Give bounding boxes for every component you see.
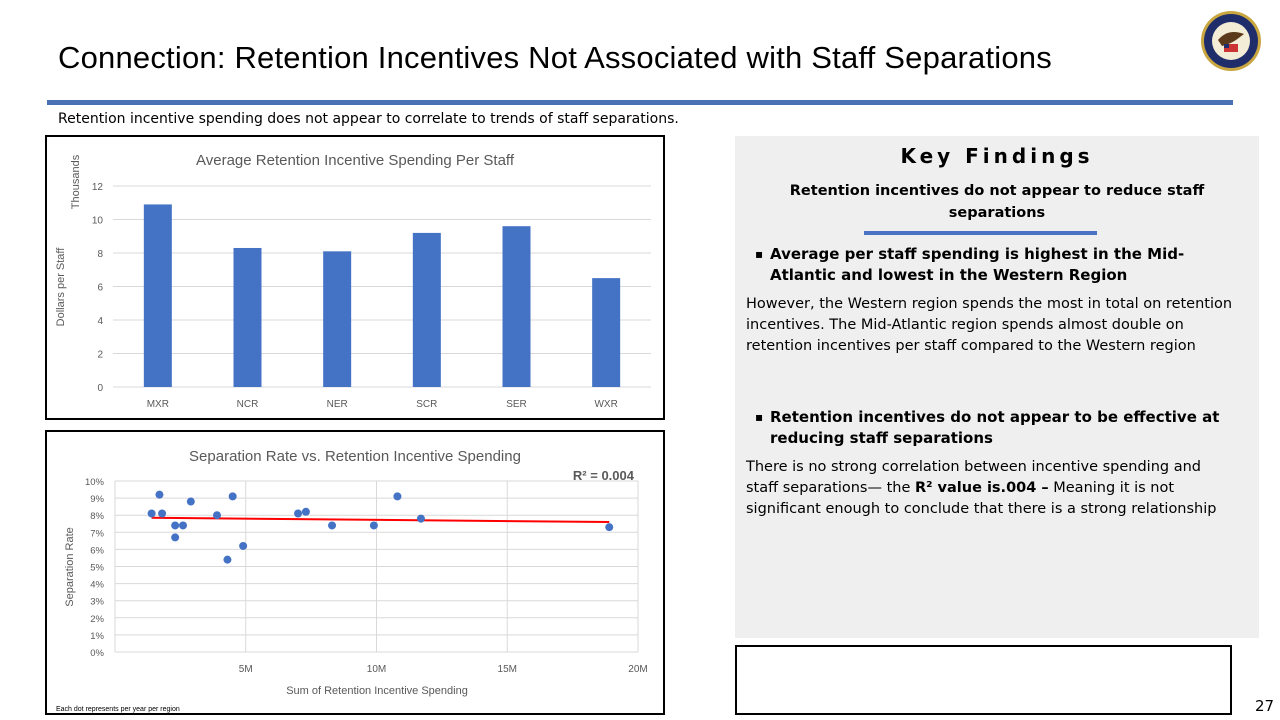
- bar-ncr: [233, 247, 262, 387]
- data-point: [158, 509, 167, 518]
- key-findings-heading: Key Findings: [900, 144, 1094, 168]
- bar-wxr: [592, 278, 621, 387]
- y-tick-label: 1%: [90, 631, 104, 642]
- y-axis-label: Dollars per Staff: [55, 247, 67, 327]
- data-point: [239, 541, 248, 550]
- x-tick-label: 5M: [239, 664, 253, 675]
- bar-mxr: [143, 204, 172, 387]
- x-tick-label: SCR: [416, 399, 437, 410]
- bar-chart: Average Retention Incentive Spending Per…: [45, 135, 665, 420]
- bar-ser: [502, 226, 531, 387]
- data-point: [171, 533, 180, 542]
- slide-title: Connection: Retention Incentives Not Ass…: [58, 40, 1052, 75]
- data-point: [328, 521, 337, 530]
- y-tick-label: 6: [97, 283, 103, 294]
- chart-title: Separation Rate vs. Retention Incentive …: [189, 448, 521, 465]
- y-tick-label: 6%: [90, 545, 104, 556]
- y-tick-label: 2: [97, 350, 103, 361]
- finding-paragraph-2: There is no strong correlation between i…: [746, 457, 1236, 520]
- key-findings-subheading: Retention incentives do not appear to re…: [789, 183, 1205, 221]
- chart-note: Each dot represents per year per region: [56, 706, 180, 713]
- data-point: [228, 492, 237, 501]
- para2-text-c: Meaning it is not significant enough to …: [746, 480, 1217, 517]
- x-tick-label: 15M: [498, 664, 517, 675]
- key-findings-divider: [864, 231, 1097, 235]
- units-label: Thousands: [70, 154, 82, 209]
- data-point: [147, 509, 156, 518]
- scatter-chart: Separation Rate vs. Retention Incentive …: [45, 430, 665, 715]
- data-point: [393, 492, 402, 501]
- page-number: 27: [1255, 697, 1275, 715]
- trendline: [151, 516, 610, 524]
- x-tick-label: WXR: [594, 399, 617, 410]
- doj-seal-logo: [1201, 11, 1261, 71]
- y-tick-label: 5%: [90, 563, 104, 574]
- y-tick-label: 8%: [90, 511, 104, 522]
- data-point: [605, 523, 614, 532]
- data-point: [171, 521, 180, 530]
- y-tick-label: 10: [92, 216, 104, 227]
- y-tick-label: 7%: [90, 528, 104, 539]
- para2-text-a: There is no strong correlation between i…: [746, 459, 1201, 496]
- data-point: [369, 521, 378, 530]
- bar-scr: [412, 232, 441, 387]
- key-findings-panel: Key Findings Retention incentives do not…: [735, 136, 1259, 638]
- x-tick-label: 20M: [628, 664, 647, 675]
- slide-subtitle: Retention incentive spending does not ap…: [58, 111, 679, 127]
- y-tick-label: 0%: [90, 648, 104, 659]
- data-point: [301, 507, 310, 516]
- y-tick-label: 4%: [90, 580, 104, 591]
- data-point: [294, 509, 303, 518]
- data-point: [186, 497, 195, 506]
- empty-callout-box: [735, 645, 1232, 715]
- data-point: [212, 511, 221, 520]
- y-tick-label: 10%: [85, 477, 105, 488]
- data-point: [155, 490, 164, 499]
- y-tick-label: 0: [97, 383, 103, 394]
- r-squared-annotation: R² = 0.004: [573, 468, 635, 483]
- data-point: [223, 555, 232, 564]
- x-tick-label: NCR: [237, 399, 259, 410]
- y-tick-label: 12: [92, 182, 104, 193]
- y-tick-label: 2%: [90, 614, 104, 625]
- header-rule: [47, 100, 1233, 105]
- r-squared-value: R² value is.004 –: [914, 480, 1049, 496]
- y-axis-label: Separation Rate: [64, 527, 76, 607]
- data-point: [178, 521, 187, 530]
- bar-ner: [323, 251, 352, 387]
- finding-bullet-1: Average per staff spending is highest in…: [755, 244, 1245, 286]
- finding-bullet-2: Retention incentives do not appear to be…: [755, 407, 1245, 449]
- data-point: [416, 514, 425, 523]
- y-tick-label: 8: [97, 249, 103, 260]
- x-tick-label: MXR: [147, 399, 169, 410]
- y-tick-label: 3%: [90, 597, 104, 608]
- finding-paragraph-1: However, the Western region spends the m…: [746, 296, 1233, 354]
- x-axis-label: Sum of Retention Incentive Spending: [286, 685, 468, 697]
- x-tick-label: 10M: [367, 664, 386, 675]
- x-tick-label: SER: [506, 399, 527, 410]
- y-tick-label: 9%: [90, 494, 104, 505]
- x-tick-label: NER: [327, 399, 348, 410]
- y-tick-label: 4: [97, 316, 103, 327]
- chart-title: Average Retention Incentive Spending Per…: [196, 152, 515, 169]
